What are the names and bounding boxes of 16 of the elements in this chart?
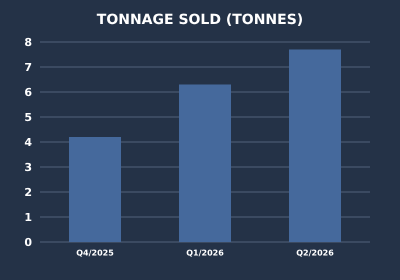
y-tick-label: 2	[24, 186, 32, 199]
y-tick-label: 8	[24, 36, 32, 49]
bar	[289, 50, 341, 242]
y-tick-label: 4	[24, 136, 32, 149]
bar	[179, 84, 231, 242]
chart-title: TONNAGE SOLD (TONNES)	[96, 11, 304, 30]
x-tick-label: Q2/2026	[296, 248, 334, 258]
y-tick-label: 3	[24, 160, 32, 174]
x-tick-label: Q4/2025	[76, 248, 114, 258]
x-tick-label: Q1/2026	[186, 248, 224, 258]
y-tick-label: 7	[24, 60, 32, 74]
y-tick-label: 5	[24, 110, 32, 124]
y-tick-label: 0	[24, 236, 32, 249]
y-tick-label: 6	[24, 86, 32, 99]
bar	[69, 137, 121, 242]
y-tick-label: 1	[24, 210, 32, 224]
